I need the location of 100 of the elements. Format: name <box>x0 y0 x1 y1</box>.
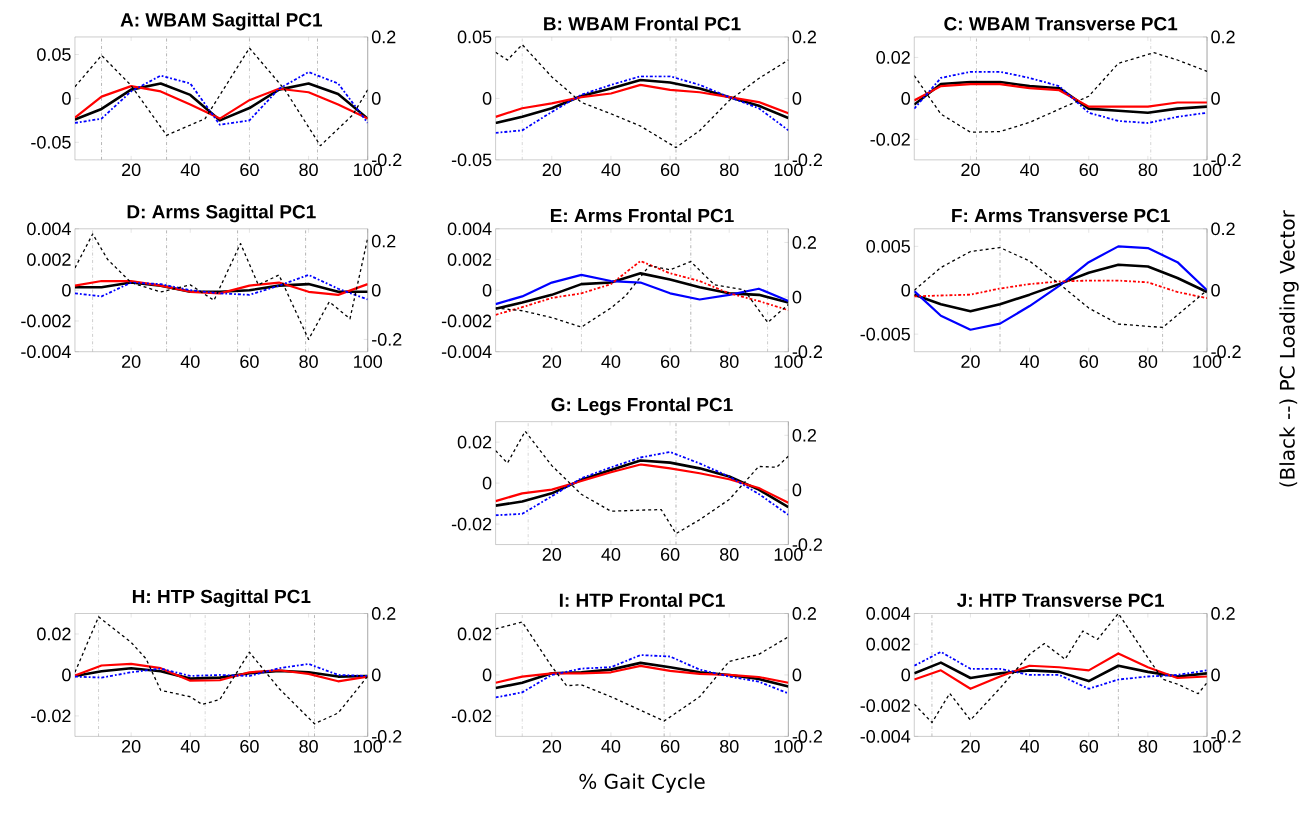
y-tick-label: 0.02 <box>37 627 71 641</box>
chart-title: I: HTP Frontal PC1 <box>559 592 725 607</box>
y2-tick-label: 0 <box>1211 91 1220 105</box>
y2-tick-label: 0.2 <box>371 30 396 44</box>
y-tick-label: 0.02 <box>457 627 492 641</box>
x-tick-label: 60 <box>1079 739 1099 753</box>
y-tick-label: 0.05 <box>37 47 71 61</box>
x-tick-label: 20 <box>122 355 141 368</box>
x-tick-label: 20 <box>961 163 980 176</box>
y-tick-label: -0.002 <box>860 699 910 712</box>
x-tick-label: 60 <box>660 547 680 561</box>
y-tick-label: 0.05 <box>457 30 492 44</box>
x-tick-label: 20 <box>961 739 980 753</box>
chart-title: E: Arms Frontal PC1 <box>550 208 734 223</box>
x-tick-label: 60 <box>660 163 680 176</box>
x-tick-label: 20 <box>542 163 562 176</box>
y2-tick-label: 0 <box>792 290 802 304</box>
y-tick-label: 0 <box>62 668 71 682</box>
x-tick-label: 80 <box>720 547 739 561</box>
chart-title: A: WBAM Sagittal PC1 <box>120 12 323 31</box>
y2-tick-label: 0 <box>371 91 381 105</box>
x-tick-label: 20 <box>122 739 141 753</box>
x-tick-label: 40 <box>180 355 200 368</box>
y-tick-label: -0.004 <box>860 729 911 743</box>
x-tick-label: 40 <box>180 739 200 753</box>
x-tick-label: 40 <box>601 547 621 561</box>
x-tick-label: 60 <box>240 163 259 176</box>
x-tick-label: 60 <box>240 355 259 368</box>
y2-tick-label: 0.2 <box>1211 30 1235 44</box>
y-tick-label: -0.002 <box>441 314 492 328</box>
chart-title: F: Arms Transverse PC1 <box>952 208 1170 223</box>
x-tick-label: 80 <box>1138 163 1158 176</box>
y-tick-label: -0.004 <box>441 345 492 358</box>
y-tick-label: 0.004 <box>447 222 492 236</box>
y2-tick-label: 0 <box>792 483 802 497</box>
x-tick-label: 80 <box>1138 739 1158 753</box>
y-tick-label: 0 <box>482 283 492 297</box>
x-tick-label: 80 <box>299 355 318 368</box>
y2-tick-label: 0 <box>371 668 381 682</box>
x-axis-title: % Gait Cycle <box>579 773 705 793</box>
x-tick-label: 60 <box>1079 163 1099 176</box>
x-tick-label: 80 <box>299 739 318 753</box>
x-tick-label: 80 <box>1138 355 1158 368</box>
x-tick-label: 60 <box>660 355 680 368</box>
y-tick-label: 0.02 <box>876 50 910 64</box>
y-tick-label: -0.02 <box>31 709 71 723</box>
x-tick-label: 80 <box>299 163 318 176</box>
y-tick-label: -0.02 <box>451 517 492 531</box>
y2-tick-label: 0 <box>792 91 802 105</box>
chart-title: D: Arms Sagittal PC1 <box>127 204 316 223</box>
y-tick-label: 0 <box>482 476 492 490</box>
y-tick-label: 0 <box>901 91 911 105</box>
x-tick-label: 40 <box>1020 739 1039 753</box>
x-tick-label: 40 <box>601 355 621 368</box>
x-tick-label: 60 <box>660 739 680 753</box>
y2-tick-label: 0.2 <box>371 606 396 620</box>
y-tick-label: -0.004 <box>21 345 71 358</box>
x-tick-label: 20 <box>542 355 562 368</box>
y2-tick-label: 0 <box>371 283 381 297</box>
y-tick-label: 0.002 <box>27 253 71 266</box>
y-tick-label: 0.004 <box>866 606 911 620</box>
y2-tick-label: 0.2 <box>792 235 817 249</box>
y2-tick-label: 0.2 <box>792 606 817 620</box>
chart-title: G: Legs Frontal PC1 <box>551 397 733 415</box>
y-tick-label: -0.02 <box>870 132 910 146</box>
y2-axis-title: (Black --) PC Loading Vector <box>1279 210 1299 487</box>
y2-tick-label: 0.2 <box>1211 222 1235 236</box>
y-tick-label: -0.02 <box>451 709 492 723</box>
x-tick-label: 60 <box>240 739 259 753</box>
y-tick-label: 0 <box>62 91 71 105</box>
x-tick-label: 20 <box>542 547 562 561</box>
y2-tick-label: 0 <box>1211 668 1220 682</box>
y-tick-label: 0.002 <box>447 253 492 266</box>
y-tick-label: 0.02 <box>457 435 492 449</box>
y2-tick-label: -0.2 <box>372 332 402 346</box>
x-tick-label: 40 <box>601 163 621 176</box>
y2-tick-label: 0.2 <box>792 428 817 442</box>
y-tick-label: -0.005 <box>860 327 910 341</box>
y-tick-label: 0.004 <box>27 222 71 236</box>
y-tick-label: 0 <box>901 668 911 682</box>
y-tick-label: -0.002 <box>21 314 71 328</box>
y-tick-label: 0.002 <box>866 637 910 651</box>
chart-title: H: HTP Sagittal PC1 <box>132 589 311 607</box>
y-tick-label: 0 <box>62 283 71 297</box>
y-tick-label: 0 <box>901 283 911 297</box>
y2-tick-label: 0.2 <box>1211 606 1235 620</box>
x-tick-label: 20 <box>122 163 141 176</box>
x-tick-label: 40 <box>180 163 200 176</box>
y-tick-label: 0 <box>482 668 492 682</box>
y2-tick-label: 0.2 <box>792 30 817 44</box>
x-tick-label: 20 <box>542 739 562 753</box>
y-tick-label: 0.005 <box>866 239 910 253</box>
x-tick-label: 40 <box>1020 355 1039 368</box>
chart-title: B: WBAM Frontal PC1 <box>544 16 741 31</box>
y-tick-label: -0.05 <box>31 135 71 149</box>
x-tick-label: 60 <box>1079 355 1099 368</box>
x-tick-label: 80 <box>720 355 739 368</box>
chart-title: J: HTP Transverse PC1 <box>957 593 1165 607</box>
y-tick-label: -0.05 <box>451 153 492 167</box>
x-tick-label: 80 <box>720 163 739 176</box>
